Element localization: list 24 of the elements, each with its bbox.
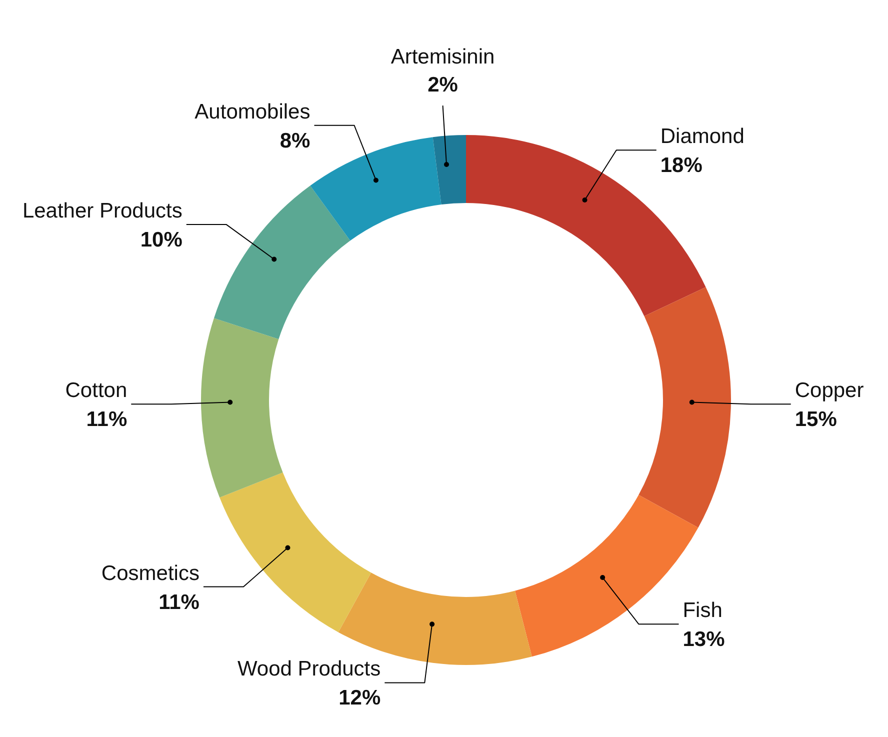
slice-label: Wood Products [237, 658, 381, 681]
slice-label: Copper [794, 379, 864, 402]
slice-label: Leather Products [22, 200, 182, 223]
donut-slice [201, 318, 283, 498]
slice-label: Automobiles [194, 100, 310, 124]
donut-slice [310, 137, 442, 241]
slice-label: Fish [682, 599, 722, 622]
data-label: 11% [158, 590, 200, 614]
data-label: 10% [140, 228, 183, 252]
data-label: 8% [280, 129, 311, 152]
data-label: 18% [660, 154, 703, 178]
data-label: 11% [86, 408, 128, 432]
slice-label: Cotton [65, 379, 128, 402]
donut-slice [220, 472, 372, 632]
slice-label: Diamond [660, 125, 744, 148]
data-label: 2% [428, 74, 458, 97]
donut-slice [638, 287, 731, 528]
slice-label: Cosmetics [101, 562, 200, 585]
data-label: 15% [794, 408, 838, 432]
donut-slice [214, 186, 350, 340]
data-label: 12% [338, 686, 381, 710]
slice-label: Artemisinin [390, 46, 495, 69]
data-label: 13% [682, 628, 726, 652]
donut-slice [432, 135, 466, 205]
